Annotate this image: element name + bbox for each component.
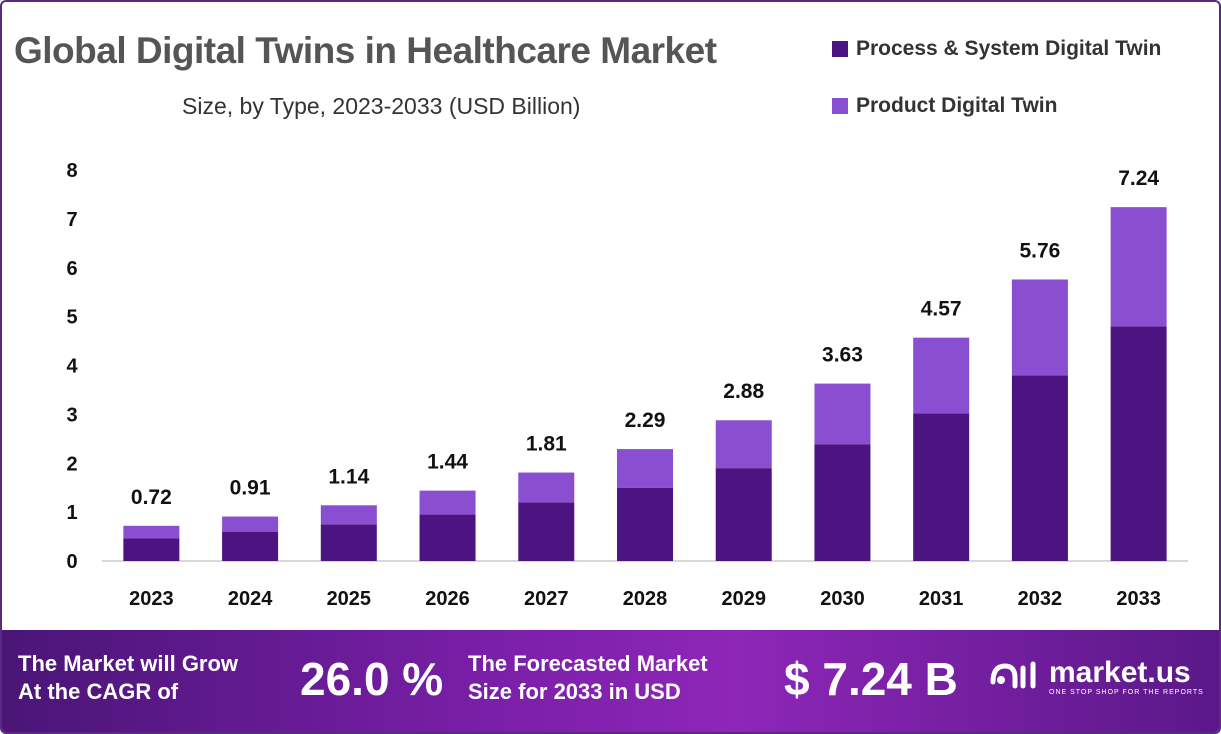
x-tick-label: 2026 xyxy=(425,588,470,610)
forecast-value: $ 7.24 B xyxy=(784,653,958,705)
cagr-label: The Market will Grow At the CAGR of xyxy=(18,650,238,706)
legend-label-product: Product Digital Twin xyxy=(856,94,1058,117)
bar-segment-process xyxy=(1110,326,1167,561)
cagr-label-line2: At the CAGR of xyxy=(18,679,179,704)
bar-total-label: 1.14 xyxy=(328,465,369,488)
bar-segment-product xyxy=(320,505,377,525)
bar-segment-product xyxy=(617,449,673,488)
bar-segment-product xyxy=(419,490,476,515)
y-tick-label: 8 xyxy=(66,160,77,182)
market-us-logo-icon xyxy=(990,661,1036,689)
bar-total-label: 7.24 xyxy=(1118,167,1159,190)
bar-total-label: 0.91 xyxy=(230,477,271,500)
bar-segment-product xyxy=(1110,207,1167,327)
bar-total-label: 2.88 xyxy=(723,380,764,403)
legend-swatch-process xyxy=(832,41,848,57)
chart-title: Global Digital Twins in Healthcare Marke… xyxy=(14,30,717,71)
x-tick-label: 2025 xyxy=(327,588,372,610)
bar-segment-process xyxy=(617,487,673,561)
y-tick-label: 1 xyxy=(66,502,77,524)
bar-segment-process xyxy=(123,538,180,561)
x-tick-label: 2033 xyxy=(1116,588,1161,610)
bar-segment-process xyxy=(715,468,772,561)
y-tick-label: 7 xyxy=(66,209,77,231)
footer-banner: The Market will Grow At the CAGR of 26.0… xyxy=(2,630,1219,732)
forecast-label: The Forecasted Market Size for 2033 in U… xyxy=(468,650,708,706)
bar-total-label: 0.72 xyxy=(131,486,172,509)
bar-segment-process xyxy=(1011,375,1068,561)
legend: Process & System Digital Twin Product Di… xyxy=(832,34,1161,148)
y-tick-label: 3 xyxy=(66,404,77,426)
bar-segment-process xyxy=(913,413,970,561)
bar-segment-process xyxy=(320,524,377,561)
market-us-logo[interactable]: market.us ONE STOP SHOP FOR THE REPORTS xyxy=(987,656,1204,696)
y-tick-label: 0 xyxy=(66,551,77,573)
cagr-value: 26.0 % xyxy=(300,653,444,705)
forecast-label-line1: The Forecasted Market xyxy=(468,651,708,676)
x-tick-label: 2027 xyxy=(524,588,569,610)
bar-segment-product xyxy=(1011,279,1068,376)
bar-total-label: 3.63 xyxy=(822,344,863,367)
bar-segment-process xyxy=(419,514,476,561)
bar-total-label: 1.44 xyxy=(427,451,468,474)
cagr-label-line1: The Market will Grow xyxy=(18,651,239,676)
x-tick-label: 2029 xyxy=(721,588,766,610)
bar-total-label: 2.29 xyxy=(625,409,666,432)
stacked-bar-chart: 0 1 2 3 4 5 6 7 8 0.72 2023 0.91 2024 1.14 2025 1.44 202… xyxy=(66,160,1188,610)
bar-segment-product xyxy=(814,383,871,445)
x-tick-label: 2032 xyxy=(1018,588,1063,610)
y-tick-label: 5 xyxy=(66,307,77,329)
x-tick-label: 2030 xyxy=(820,588,865,610)
bar-segment-product xyxy=(518,472,575,503)
brand-name: market.us xyxy=(1049,655,1191,689)
forecast-label-line2: Size for 2033 in USD xyxy=(468,679,681,704)
x-tick-label: 2024 xyxy=(228,588,273,610)
chart-subtitle: Size, by Type, 2023-2033 (USD Billion) xyxy=(182,93,581,119)
legend-item-process[interactable]: Process & System Digital Twin xyxy=(832,34,1161,64)
legend-label-process: Process & System Digital Twin xyxy=(856,37,1162,60)
bar-total-label: 1.81 xyxy=(526,433,567,456)
x-tick-label: 2023 xyxy=(129,588,174,610)
x-tick-label: 2028 xyxy=(623,588,668,610)
brand-tagline: ONE STOP SHOP FOR THE REPORTS xyxy=(1049,688,1204,696)
bar-segment-process xyxy=(814,444,871,561)
legend-item-product[interactable]: Product Digital Twin xyxy=(832,91,1161,121)
y-tick-label: 2 xyxy=(66,453,77,475)
y-tick-label: 4 xyxy=(66,356,78,378)
bar-segment-product xyxy=(222,516,279,532)
bar-segment-process xyxy=(518,502,575,561)
bar-segment-process xyxy=(222,531,279,561)
bar-segment-product xyxy=(715,420,772,469)
bar-total-label: 4.57 xyxy=(921,298,962,321)
bar-total-label: 5.76 xyxy=(1019,239,1060,262)
bar-segment-product xyxy=(913,337,970,414)
y-tick-label: 6 xyxy=(66,258,77,280)
bar-segment-product xyxy=(123,525,180,539)
legend-swatch-product xyxy=(832,98,848,114)
x-tick-label: 2031 xyxy=(919,588,964,610)
